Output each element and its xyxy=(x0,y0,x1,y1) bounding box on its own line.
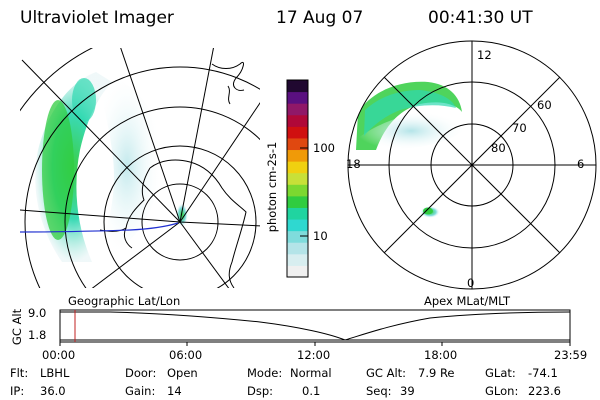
colorbar-segment xyxy=(287,230,308,243)
colorbar-segment xyxy=(287,219,308,232)
date-label: 17 Aug 07 xyxy=(276,8,364,28)
colorbar-segment xyxy=(287,253,308,266)
left-map-caption: Geographic Lat/Lon xyxy=(68,294,181,308)
colorbar-frame xyxy=(286,79,309,278)
flt-value: LBHL xyxy=(40,366,70,380)
colorbar xyxy=(287,80,308,278)
mode-label: Mode: xyxy=(247,366,283,380)
gain-value: 14 xyxy=(167,384,182,398)
door-value: Open xyxy=(167,366,198,380)
mlt-label-6: 6 xyxy=(577,157,585,171)
timeline-xtick-1200: 12:00 xyxy=(297,348,331,362)
dsp-label: Dsp: xyxy=(247,384,274,398)
gcalt-value: 7.9 Re xyxy=(418,366,455,380)
instrument-title: Ultraviolet Imager xyxy=(20,8,174,28)
colorbar-segment xyxy=(287,172,308,185)
colorbar-segment xyxy=(287,149,308,162)
right-aurora-image xyxy=(356,81,466,218)
flt-label: Flt: xyxy=(10,366,29,380)
door-label: Door: xyxy=(125,366,157,380)
dial-spokes xyxy=(348,41,596,289)
glon-label: GLon: xyxy=(485,384,519,398)
gain-label: Gain: xyxy=(125,384,156,398)
colorbar-segment xyxy=(287,161,308,174)
colorbar-segment xyxy=(287,91,308,104)
colorbar-segment xyxy=(287,195,308,208)
colorbar-segment xyxy=(287,114,308,127)
dsp-value: 0.1 xyxy=(302,384,321,398)
mlt-label-12: 12 xyxy=(477,48,492,62)
lat-label-60: 60 xyxy=(537,98,552,112)
timeline-ylabel: GC Alt xyxy=(10,308,24,346)
terminator-line xyxy=(20,222,179,233)
colorbar-segment xyxy=(287,137,308,151)
ip-value: 36.0 xyxy=(40,384,66,398)
colorbar-segment xyxy=(287,80,308,93)
timeline-ytick-9: 9.0 xyxy=(28,306,47,320)
seq-label: Seq: xyxy=(366,384,392,398)
colorbar-segment xyxy=(287,242,308,255)
colorbar-segment xyxy=(287,184,308,197)
timeline-xtick-2359: 23:59 xyxy=(554,348,588,362)
glat-label: GLat: xyxy=(485,366,516,380)
colorbar-segment xyxy=(287,265,308,278)
geographic-map xyxy=(20,48,260,288)
ip-label: IP: xyxy=(10,384,25,398)
glat-value: -74.1 xyxy=(528,366,558,380)
altitude-curve xyxy=(60,311,571,341)
glon-value: 223.6 xyxy=(528,384,561,398)
colorbar-label-100: 100 xyxy=(313,141,335,155)
lat-label-70: 70 xyxy=(512,121,527,135)
apex-polar-dial xyxy=(347,40,597,290)
left-lat-circles xyxy=(20,48,260,288)
right-map-caption: Apex MLat/MLT xyxy=(424,294,511,308)
colorbar-label-10: 10 xyxy=(313,229,328,243)
colorbar-segment xyxy=(287,207,308,220)
seq-value: 39 xyxy=(400,384,415,398)
lat-label-80: 80 xyxy=(491,141,506,155)
mode-value: Normal xyxy=(290,366,332,380)
time-label: 00:41:30 UT xyxy=(428,8,533,28)
colorbar-unit-label: photon cm-2s-1 xyxy=(265,141,279,233)
timeline-frame xyxy=(59,309,571,343)
timeline-ytick-1-8: 1.8 xyxy=(28,328,47,342)
timeline-xtick-0000: 00:00 xyxy=(42,348,76,362)
mlt-label-18: 18 xyxy=(346,157,361,171)
gcalt-label: GC Alt: xyxy=(366,366,407,380)
mlt-label-0: 0 xyxy=(467,276,475,290)
left-meridians xyxy=(20,48,260,288)
timeline-plot xyxy=(59,309,571,346)
colorbar-segment xyxy=(287,103,308,116)
timeline-xtick-0600: 06:00 xyxy=(169,348,203,362)
colorbar-segment xyxy=(287,126,308,139)
timeline-xtick-1800: 18:00 xyxy=(424,348,458,362)
timeline-xticks xyxy=(59,342,571,346)
